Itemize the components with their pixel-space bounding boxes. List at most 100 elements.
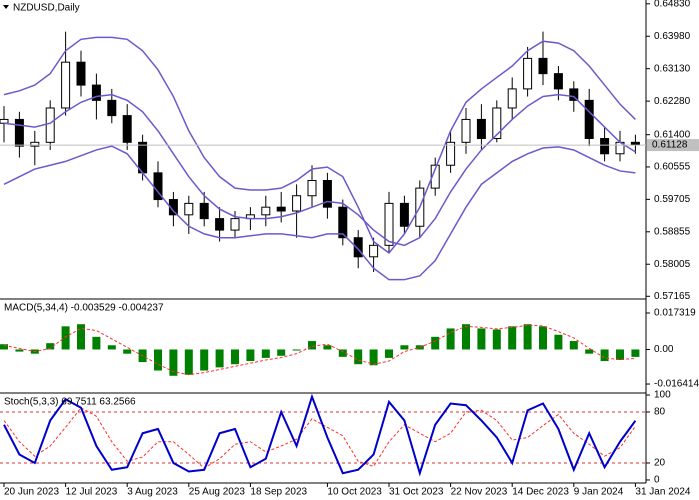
panel-title: NZDUSD,Daily [13, 3, 80, 14]
y-tick-label: 0.00 [654, 344, 674, 355]
bollinger-lower [3, 145, 636, 281]
candle-body [461, 118, 471, 143]
candle-body [199, 202, 209, 220]
macd-bar [107, 345, 116, 350]
y-tick-label: 0 [654, 475, 660, 486]
candle-body [91, 84, 101, 101]
x-tick-label: 9 Jan 2024 [574, 487, 624, 498]
macd-bar [308, 341, 316, 350]
candle-body [107, 99, 117, 117]
x-tick-label: 31 Jan 2024 [635, 487, 690, 498]
candle-body [600, 138, 610, 155]
y-tick-label: 0.61400 [654, 129, 691, 140]
last-price-label: 0.61128 [652, 140, 688, 151]
macd-bar [446, 328, 455, 350]
y-tick-label: 0.57165 [654, 291, 691, 302]
macd-bar [585, 349, 594, 354]
bollinger-upper [3, 36, 636, 255]
y-tick-label: 0.63980 [654, 31, 691, 42]
macd-bar [616, 349, 624, 360]
macd-bar [554, 334, 563, 350]
candle-body [276, 206, 286, 212]
candle-body [384, 202, 394, 246]
candle-body [353, 237, 363, 258]
macd-bar [154, 349, 162, 371]
macd-bar [169, 349, 178, 376]
candle-body [45, 107, 55, 143]
macd-bar [231, 349, 239, 365]
macd-bar [600, 349, 609, 362]
macd-bar [77, 324, 85, 350]
macd-bar [477, 328, 486, 350]
x-tick-label: 20 Jun 2023 [4, 487, 59, 498]
y-tick-label: 0.62280 [654, 96, 691, 107]
stoch-signal [3, 407, 636, 469]
y-tick-label: 20 [654, 458, 666, 469]
x-tick-label: 25 Aug 2023 [189, 487, 246, 498]
candle-body [430, 164, 440, 189]
y-tick-label: 0.58005 [654, 259, 691, 270]
macd-bar [46, 343, 55, 350]
macd-bar [123, 349, 132, 354]
macd-bar [369, 349, 378, 366]
macd-bar [215, 349, 224, 368]
candle-body [338, 206, 348, 239]
y-tick-label: -0.016414 [654, 379, 699, 390]
y-tick-label: 0.017319 [654, 308, 696, 319]
candle-body [523, 57, 533, 90]
macd-bar [200, 349, 209, 371]
macd-bar [539, 326, 547, 350]
y-tick-label: 0.63130 [654, 63, 691, 74]
macd-bar [631, 349, 640, 357]
candle-body [538, 57, 548, 75]
last-price-box [647, 139, 699, 152]
panel-title: Stoch(5,3,3) 69.7511 63.2566 [4, 397, 136, 408]
x-tick-label: 14 Dec 2023 [512, 487, 569, 498]
candle-body [492, 107, 502, 140]
x-tick-label: 22 Nov 2023 [451, 487, 508, 498]
x-tick-label: 3 Aug 2023 [127, 487, 178, 498]
candle-body [61, 61, 71, 109]
x-tick-label: 18 Sep 2023 [250, 487, 307, 498]
panel-title: MACD(5,34,4) -0.003529 -0.004237 [4, 303, 164, 314]
candle-body [476, 118, 486, 140]
candle-body [584, 99, 594, 140]
candle-body [569, 88, 579, 101]
macd-bar [338, 349, 347, 357]
candle-body [0, 118, 9, 124]
candle-body [507, 88, 517, 109]
candle-body [76, 61, 86, 86]
macd-bar [569, 341, 578, 350]
candle-body [184, 202, 194, 216]
macd-bar [92, 336, 101, 350]
candle-body [215, 218, 225, 231]
y-tick-label: 0.60555 [654, 162, 691, 173]
macd-bar [292, 349, 301, 351]
candle-body [322, 179, 332, 208]
candle-body [230, 218, 240, 231]
macd-bar [261, 349, 270, 358]
candle-body [307, 179, 317, 197]
bollinger-middle [3, 93, 636, 247]
macd-bar [492, 329, 501, 350]
macd-bar [277, 349, 286, 356]
macd-bar [0, 344, 8, 350]
y-tick-label: 100 [654, 390, 671, 401]
menu-icon [3, 5, 9, 9]
x-tick-label: 10 Oct 2023 [327, 487, 382, 498]
macd-bar [61, 326, 70, 350]
macd-bar [508, 326, 517, 350]
y-tick-label: 0.59705 [654, 194, 691, 205]
y-tick-label: 0.58855 [654, 226, 691, 237]
macd-bar [323, 345, 332, 350]
macd-bar [400, 345, 409, 350]
candle-body [399, 202, 409, 227]
macd-bar [184, 349, 193, 375]
candle-body [30, 141, 40, 147]
stoch-main [3, 393, 637, 477]
y-tick-label: 0.64830 [654, 0, 691, 9]
candle-body [122, 115, 132, 143]
macd-bar [15, 349, 24, 352]
